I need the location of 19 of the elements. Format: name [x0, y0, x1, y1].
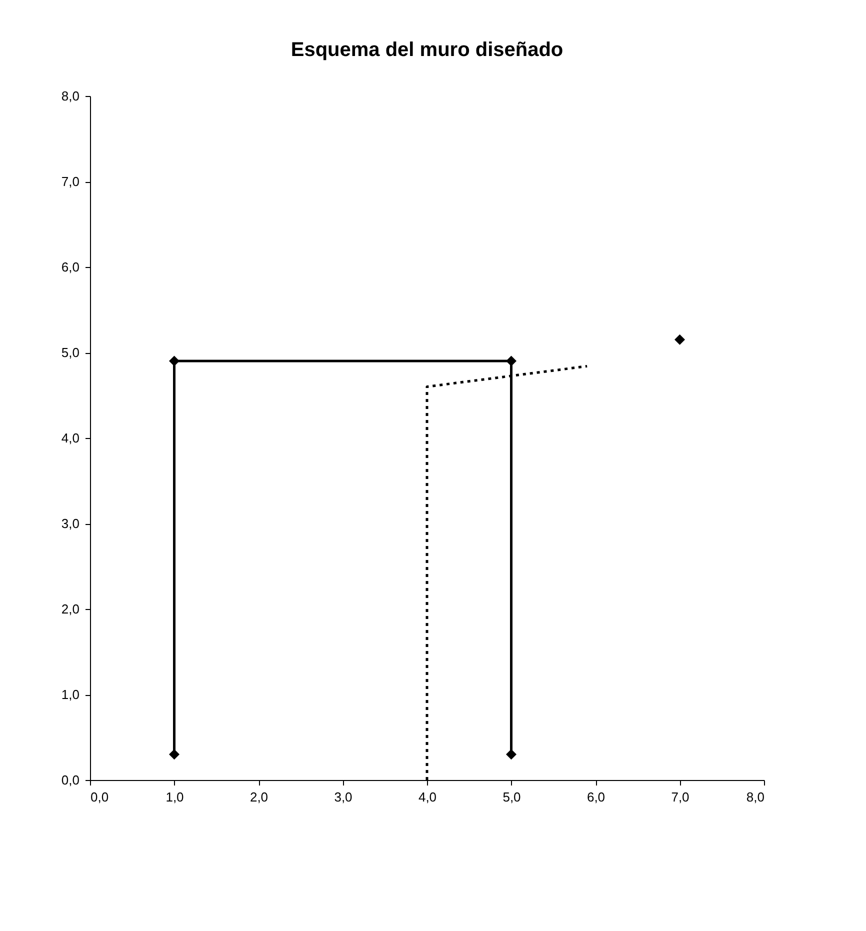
y-tick-label: 1,0	[61, 687, 80, 702]
x-tick-label: 4,0	[418, 790, 437, 804]
y-tick-label: 2,0	[61, 602, 80, 616]
x-tick-label: 5,0	[502, 790, 521, 804]
x-tick-label: 2,0	[250, 790, 268, 804]
y-tick-label: 5,0	[61, 345, 80, 360]
y-tick-label: 7,0	[61, 174, 80, 189]
x-tick-label: 0,0	[90, 790, 109, 804]
y-tick-label: 6,0	[61, 260, 80, 274]
y-tick-label: 8,0	[61, 88, 80, 104]
x-tick-label: 7,0	[671, 790, 690, 804]
y-tick-label: 4,0	[61, 430, 80, 446]
y-tick-label: 3,0	[61, 516, 80, 531]
y-tick-label: 0,0	[61, 772, 80, 788]
x-tick-label: 8,0	[746, 790, 764, 804]
x-tick-label: 1,0	[166, 790, 184, 804]
x-tick-label: 3,0	[334, 790, 352, 804]
x-tick-label: 6,0	[586, 790, 606, 804]
chart-title: Esquema del muro diseñado	[290, 39, 564, 61]
